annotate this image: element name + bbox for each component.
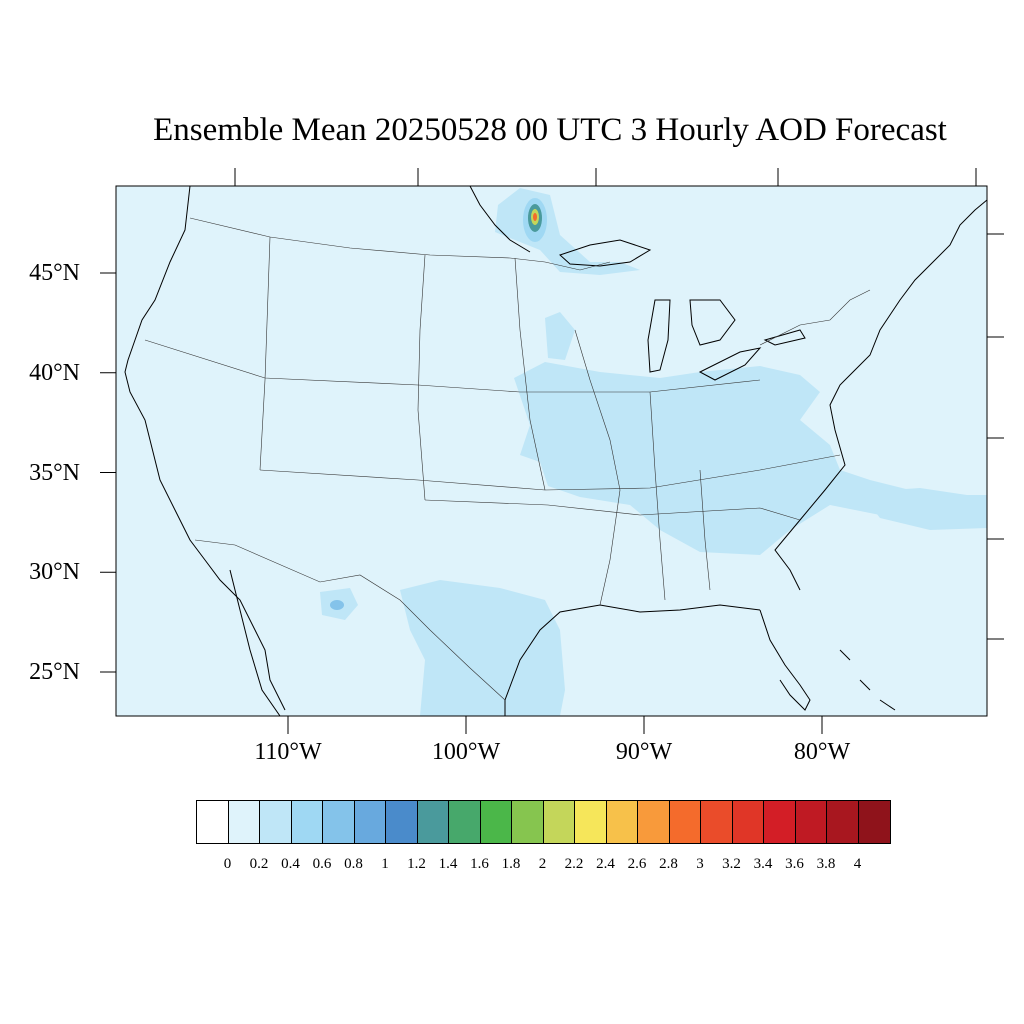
colorbar-level-label: 1.6 (470, 856, 489, 872)
florida-peninsula (759, 609, 811, 711)
border-lon-111 (259, 236, 271, 471)
colorbar-level-label: 3.4 (753, 856, 773, 872)
lon-label: 90°W (615, 739, 673, 765)
baja-peninsula (229, 569, 281, 716)
colorbar-swatch (291, 801, 323, 843)
colorbar-level-label: 2 (538, 856, 547, 872)
west-coast (124, 186, 286, 711)
colorbar-level-label: 3 (696, 856, 704, 872)
aod-spot-west (330, 600, 344, 610)
lon-label: 100°W (431, 739, 501, 765)
colorbar (196, 800, 891, 844)
aod-plume-central (514, 362, 987, 555)
colorbar-level-label: 0.8 (344, 856, 363, 872)
colorbar-level-label: 0.4 (281, 856, 300, 872)
colorbar-level-label: 2.8 (659, 856, 678, 872)
mexico-gulf-coast (504, 604, 761, 716)
colorbar-level-label: 1.4 (438, 856, 458, 872)
colorbar-level-label: 1 (381, 856, 389, 872)
lat-label: 45°N (29, 260, 80, 286)
great-lake-superior (559, 239, 652, 267)
lon-label: 80°W (793, 739, 851, 765)
top-ticks (234, 168, 977, 186)
colorbar-level-label: 2.6 (627, 856, 647, 872)
colorbar-level-label: 3.6 (785, 856, 804, 872)
colorbar-level-label: 0.2 (249, 856, 269, 872)
map-title: Ensemble Mean 20250528 00 UTC 3 Hourly A… (153, 112, 947, 148)
border-lat-37 (259, 454, 841, 491)
colorbar-swatch (512, 801, 544, 843)
colorbar-swatch (323, 801, 355, 843)
us-canada-border-east (759, 289, 871, 346)
great-lake-ontario (763, 329, 806, 346)
colorbar-swatch (575, 801, 607, 843)
colorbar-swatch (606, 801, 638, 843)
lat-label: 40°N (29, 359, 80, 386)
map-frame (115, 185, 988, 717)
border-lat-41 (144, 339, 761, 393)
colorbar-swatch (449, 801, 481, 843)
colorbar-level-label: 0.6 (312, 856, 332, 872)
colorbar-swatch (197, 801, 229, 843)
aod-plume-atlantic (860, 488, 987, 530)
aod-plume-midwest (545, 312, 575, 360)
colorbar-swatch (386, 801, 418, 843)
colorbar-level-label: 1.2 (407, 856, 426, 872)
colorbar-level-label: 1.8 (501, 856, 521, 872)
great-lake-huron (689, 299, 736, 346)
bahamas-islands (839, 649, 896, 711)
state-borders (144, 217, 871, 701)
lat-label: 35°N (29, 459, 80, 486)
colorbar-level-label: 2.4 (596, 856, 615, 872)
colorbar-swatch (354, 801, 386, 843)
border-lon-104 (417, 254, 426, 501)
aod-plume-gulf (400, 580, 565, 716)
colorbar-swatch (417, 801, 449, 843)
colorbar-swatch (228, 801, 260, 843)
border-lat-33 (424, 499, 801, 521)
colorbar-swatch (701, 801, 733, 843)
colorbar-swatch (480, 801, 512, 843)
right-ticks (987, 233, 1004, 640)
colorbar-swatch (764, 801, 796, 843)
border-southeast (699, 469, 711, 591)
aod-hotspot-core (533, 213, 537, 221)
hudson-bay-shore (469, 186, 531, 253)
colorbar-swatch (827, 801, 859, 843)
colorbar-level-label: 4 (853, 856, 862, 872)
colorbar-level-label: 2.2 (564, 856, 584, 872)
great-lake-erie (698, 347, 762, 381)
great-lake-michigan (647, 299, 671, 373)
colorbar-level-label: 0 (223, 856, 232, 872)
latitude-ticks (100, 272, 116, 673)
colorbar-level-label: 3.2 (722, 856, 741, 872)
border-east (649, 391, 666, 601)
colorbar-swatch (543, 801, 575, 843)
colorbar-swatch (858, 801, 890, 843)
colorbar-swatch (260, 801, 292, 843)
colorbar-swatch (638, 801, 670, 843)
aod-fill-layer (320, 188, 987, 716)
lat-label: 25°N (29, 659, 80, 685)
longitude-ticks (287, 716, 823, 734)
lon-label: 110°W (254, 739, 322, 765)
colorbar-swatch (732, 801, 764, 843)
border-mississippi (574, 329, 621, 606)
colorbar-level-label: 3.8 (816, 856, 836, 872)
colorbar-swatch (669, 801, 701, 843)
colorbar-swatch (795, 801, 827, 843)
us-mexico-border (194, 539, 506, 701)
border-lon-96 (514, 257, 546, 491)
lat-label: 30°N (29, 559, 80, 586)
us-canada-border (189, 217, 611, 271)
